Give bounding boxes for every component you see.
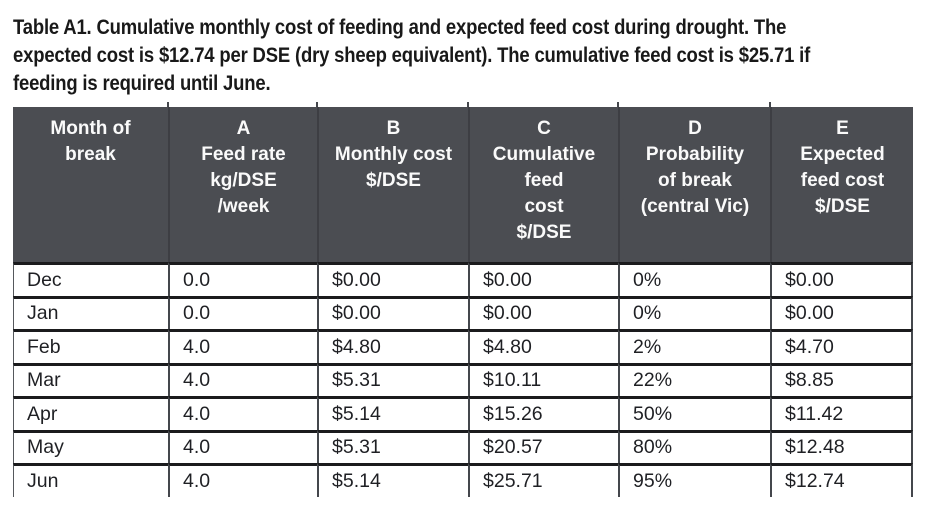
- table-cell: $20.57: [468, 429, 618, 463]
- table-cell: Mar: [13, 362, 168, 396]
- table-cell: $8.85: [770, 362, 913, 396]
- table-grid: Month of break A Feed rate kg/DSE /week …: [13, 107, 913, 497]
- column-divider-tick: [467, 102, 469, 107]
- table-cell: $10.11: [468, 362, 618, 396]
- table-cell: $0.00: [317, 262, 468, 296]
- table-cell: 4.0: [168, 396, 317, 430]
- table-cell: $5.14: [317, 396, 468, 430]
- column-divider-tick: [167, 102, 169, 107]
- table-cell: 0%: [618, 295, 770, 329]
- table-cell: $12.48: [770, 429, 913, 463]
- table-cell: 4.0: [168, 429, 317, 463]
- table-cell: $5.31: [317, 429, 468, 463]
- column-divider-tick: [316, 102, 318, 107]
- table-cell: $11.42: [770, 396, 913, 430]
- column-header-c: C Cumulative feed cost $/DSE: [468, 107, 618, 262]
- table-cell: Dec: [13, 262, 168, 296]
- table-cell: $4.80: [468, 329, 618, 363]
- table-cell: Apr: [13, 396, 168, 430]
- table-cell: $0.00: [317, 295, 468, 329]
- table-cell: 80%: [618, 429, 770, 463]
- column-header-a: A Feed rate kg/DSE /week: [168, 107, 317, 262]
- table-cell: May: [13, 429, 168, 463]
- table-cell: $5.31: [317, 362, 468, 396]
- caption-line-2: expected cost is $12.74 per DSE (dry she…: [13, 44, 811, 67]
- table-cell: $25.71: [468, 463, 618, 497]
- column-header-month: Month of break: [13, 107, 168, 262]
- table-cell: $0.00: [468, 295, 618, 329]
- table-cell: 0.0: [168, 295, 317, 329]
- table-cell: Jun: [13, 463, 168, 497]
- table-cell: $0.00: [468, 262, 618, 296]
- table-cell: 4.0: [168, 463, 317, 497]
- column-divider-tick: [769, 102, 771, 107]
- data-table: Month of break A Feed rate kg/DSE /week …: [13, 102, 913, 497]
- caption-line-1: Table A1. Cumulative monthly cost of fee…: [13, 16, 787, 39]
- table-cell: 2%: [618, 329, 770, 363]
- table-cell: $15.26: [468, 396, 618, 430]
- column-header-e: E Expected feed cost $/DSE: [770, 107, 913, 262]
- column-header-d: D Probability of break (central Vic): [618, 107, 770, 262]
- table-cell: Jan: [13, 295, 168, 329]
- column-header-b: B Monthly cost $/DSE: [317, 107, 468, 262]
- table-cell: 4.0: [168, 329, 317, 363]
- table-cell: 0.0: [168, 262, 317, 296]
- table-cell: Feb: [13, 329, 168, 363]
- table-cell: $4.70: [770, 329, 913, 363]
- caption-line-3: feeding is required until June.: [13, 72, 271, 95]
- column-divider-tick: [617, 102, 619, 107]
- table-cell: $5.14: [317, 463, 468, 497]
- table-cell: $12.74: [770, 463, 913, 497]
- table-caption: Table A1. Cumulative monthly cost of fee…: [13, 14, 911, 98]
- table-cell: 50%: [618, 396, 770, 430]
- table-cell: 4.0: [168, 362, 317, 396]
- table-cell: 0%: [618, 262, 770, 296]
- table-cell: 95%: [618, 463, 770, 497]
- table-cell: $0.00: [770, 295, 913, 329]
- table-cell: 22%: [618, 362, 770, 396]
- table-cell: $4.80: [317, 329, 468, 363]
- table-cell: $0.00: [770, 262, 913, 296]
